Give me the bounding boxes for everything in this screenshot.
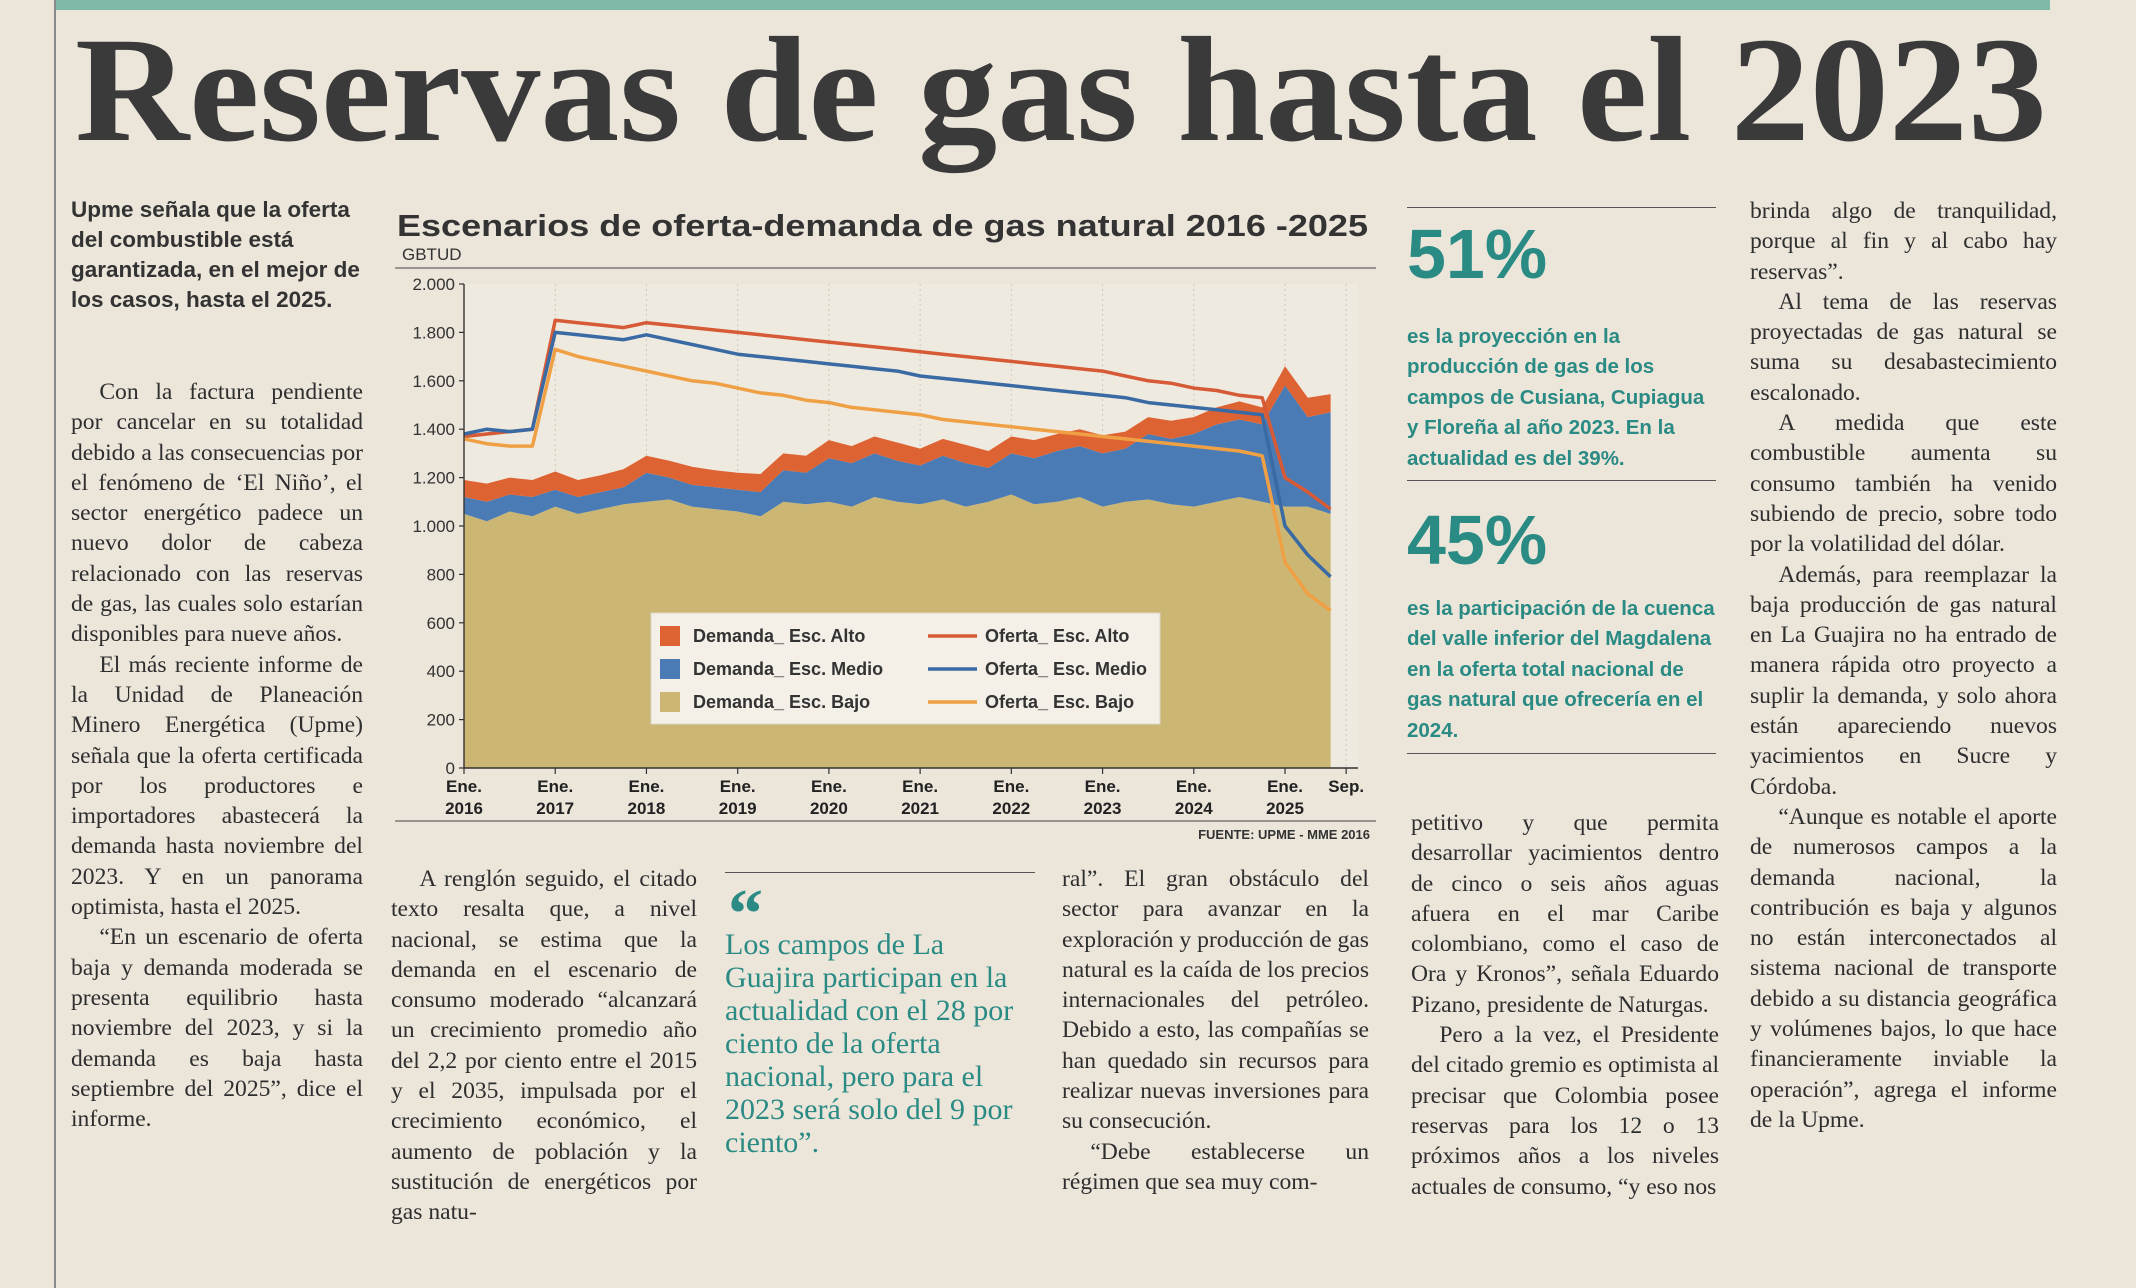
x-tick-label: Ene. 2016 bbox=[445, 777, 483, 818]
x-tick-label: Sep. bbox=[1328, 777, 1365, 796]
y-tick-label: 200 bbox=[427, 711, 455, 730]
x-tick-label: Ene. 2024 bbox=[1174, 777, 1213, 818]
top-bar bbox=[55, 0, 2050, 10]
paragraph: petitivo y que permita desarrollar yacim… bbox=[1411, 810, 1719, 1018]
stat-text: es la participación de la cuenca del val… bbox=[1407, 597, 1715, 742]
quote-mark: “ bbox=[728, 876, 763, 953]
chart-title: Escenarios de oferta-demanda de gas natu… bbox=[397, 208, 1368, 243]
stat-rule bbox=[1407, 753, 1716, 754]
chart: Escenarios de oferta-demanda de gas natu… bbox=[395, 204, 1376, 845]
stat-value: 51% bbox=[1407, 215, 1548, 293]
x-tick-label: Ene. 2018 bbox=[627, 777, 666, 818]
paragraph: Además, para reemplazar la baja producci… bbox=[1750, 561, 2057, 800]
column: petitivo y que permita desarrollar yacim… bbox=[1411, 808, 1719, 1202]
y-tick-label: 600 bbox=[427, 614, 455, 633]
column: brinda algo de tranquilidad, porque al f… bbox=[1750, 196, 2057, 1135]
x-tick-label: Ene. 2022 bbox=[992, 777, 1031, 818]
y-tick-label: 1.000 bbox=[412, 517, 455, 536]
x-tick-label: Ene. 2020 bbox=[809, 777, 848, 818]
legend-label: Oferta_ Esc. Bajo bbox=[985, 692, 1134, 712]
stat-rule bbox=[1407, 480, 1716, 481]
paragraph: Al tema de las reservas proyectadas de g… bbox=[1750, 288, 2057, 406]
paragraph: A medida que este combustible aumenta su… bbox=[1750, 410, 2057, 558]
line bbox=[463, 347, 1332, 613]
headline-text: Reservas de gas hasta el 2023 bbox=[75, 7, 2047, 173]
legend-label: Demanda_ Esc. Medio bbox=[693, 659, 883, 679]
x-tick-label: Ene. 2021 bbox=[901, 777, 940, 818]
legend-label: Oferta_ Esc. Alto bbox=[985, 626, 1129, 646]
y-tick-label: 1.200 bbox=[412, 469, 455, 488]
stat-rule bbox=[1407, 207, 1716, 208]
paragraph: “Aunque es notable el aporte de numeroso… bbox=[1750, 803, 2057, 1133]
left-rule bbox=[54, 0, 56, 1288]
paragraph: A renglón seguido, el citado texto resal… bbox=[391, 866, 697, 1226]
legend-swatch bbox=[660, 626, 680, 646]
legend-label: Demanda_ Esc. Bajo bbox=[693, 692, 870, 712]
x-tick-label: Ene. 2025 bbox=[1266, 777, 1304, 818]
y-tick-label: 0 bbox=[446, 759, 455, 778]
y-tick-label: 2.000 bbox=[412, 275, 455, 294]
y-axis-label: GBTUD bbox=[402, 245, 462, 264]
quote-rule bbox=[725, 872, 1035, 873]
x-tick-label: Ene. 2023 bbox=[1083, 777, 1122, 818]
column: Con la factura pendiente por cancelar en… bbox=[71, 377, 363, 1134]
paragraph: Con la factura pendiente por cancelar en… bbox=[71, 379, 363, 648]
line bbox=[463, 330, 1332, 579]
y-tick-label: 1.600 bbox=[412, 372, 455, 391]
area bbox=[464, 385, 1331, 522]
legend-swatch bbox=[660, 659, 680, 679]
legend-label: Demanda_ Esc. Alto bbox=[693, 626, 865, 646]
stat-value: 45% bbox=[1407, 501, 1548, 579]
stat-text: es la proyección en la producción de gas… bbox=[1407, 325, 1705, 470]
y-tick-label: 800 bbox=[427, 565, 455, 584]
line bbox=[463, 318, 1332, 511]
y-tick-label: 1.800 bbox=[412, 323, 455, 342]
chart-svg: Escenarios de oferta-demanda de gas natu… bbox=[395, 208, 1376, 842]
column: ral”. El gran obstáculo del sector para … bbox=[1062, 864, 1369, 1197]
area bbox=[464, 366, 1331, 502]
paragraph: “Debe establecerse un régimen que sea mu… bbox=[1062, 1138, 1369, 1195]
legend-box bbox=[650, 612, 1161, 725]
legend-swatch bbox=[660, 692, 680, 712]
source: FUENTE: UPME - MME 2016 bbox=[1198, 827, 1370, 842]
paragraph: “En un escenario de oferta baja y demand… bbox=[71, 924, 363, 1133]
y-tick-label: 1.400 bbox=[412, 420, 455, 439]
paragraph: Pero a la vez, el Presidente del citado … bbox=[1411, 1022, 1719, 1200]
lead: Upme señala que la oferta del combustibl… bbox=[71, 197, 360, 312]
paragraph: brinda algo de tranquilidad, porque al f… bbox=[1750, 198, 2057, 285]
paragraph: ral”. El gran obstáculo del sector para … bbox=[1062, 866, 1369, 1135]
x-tick-label: Ene. 2019 bbox=[718, 777, 757, 818]
column: A renglón seguido, el citado texto resal… bbox=[391, 864, 697, 1228]
pull-quote: Los campos de La Guajira participan en l… bbox=[725, 928, 1014, 1159]
x-tick-label: Ene. 2017 bbox=[536, 777, 575, 818]
headline: Reservas de gas hasta el 2023 bbox=[75, 7, 2047, 173]
legend-label: Oferta_ Esc. Medio bbox=[985, 659, 1147, 679]
paragraph: El más reciente informe de la Unidad de … bbox=[71, 651, 363, 921]
y-tick-label: 400 bbox=[427, 662, 455, 681]
